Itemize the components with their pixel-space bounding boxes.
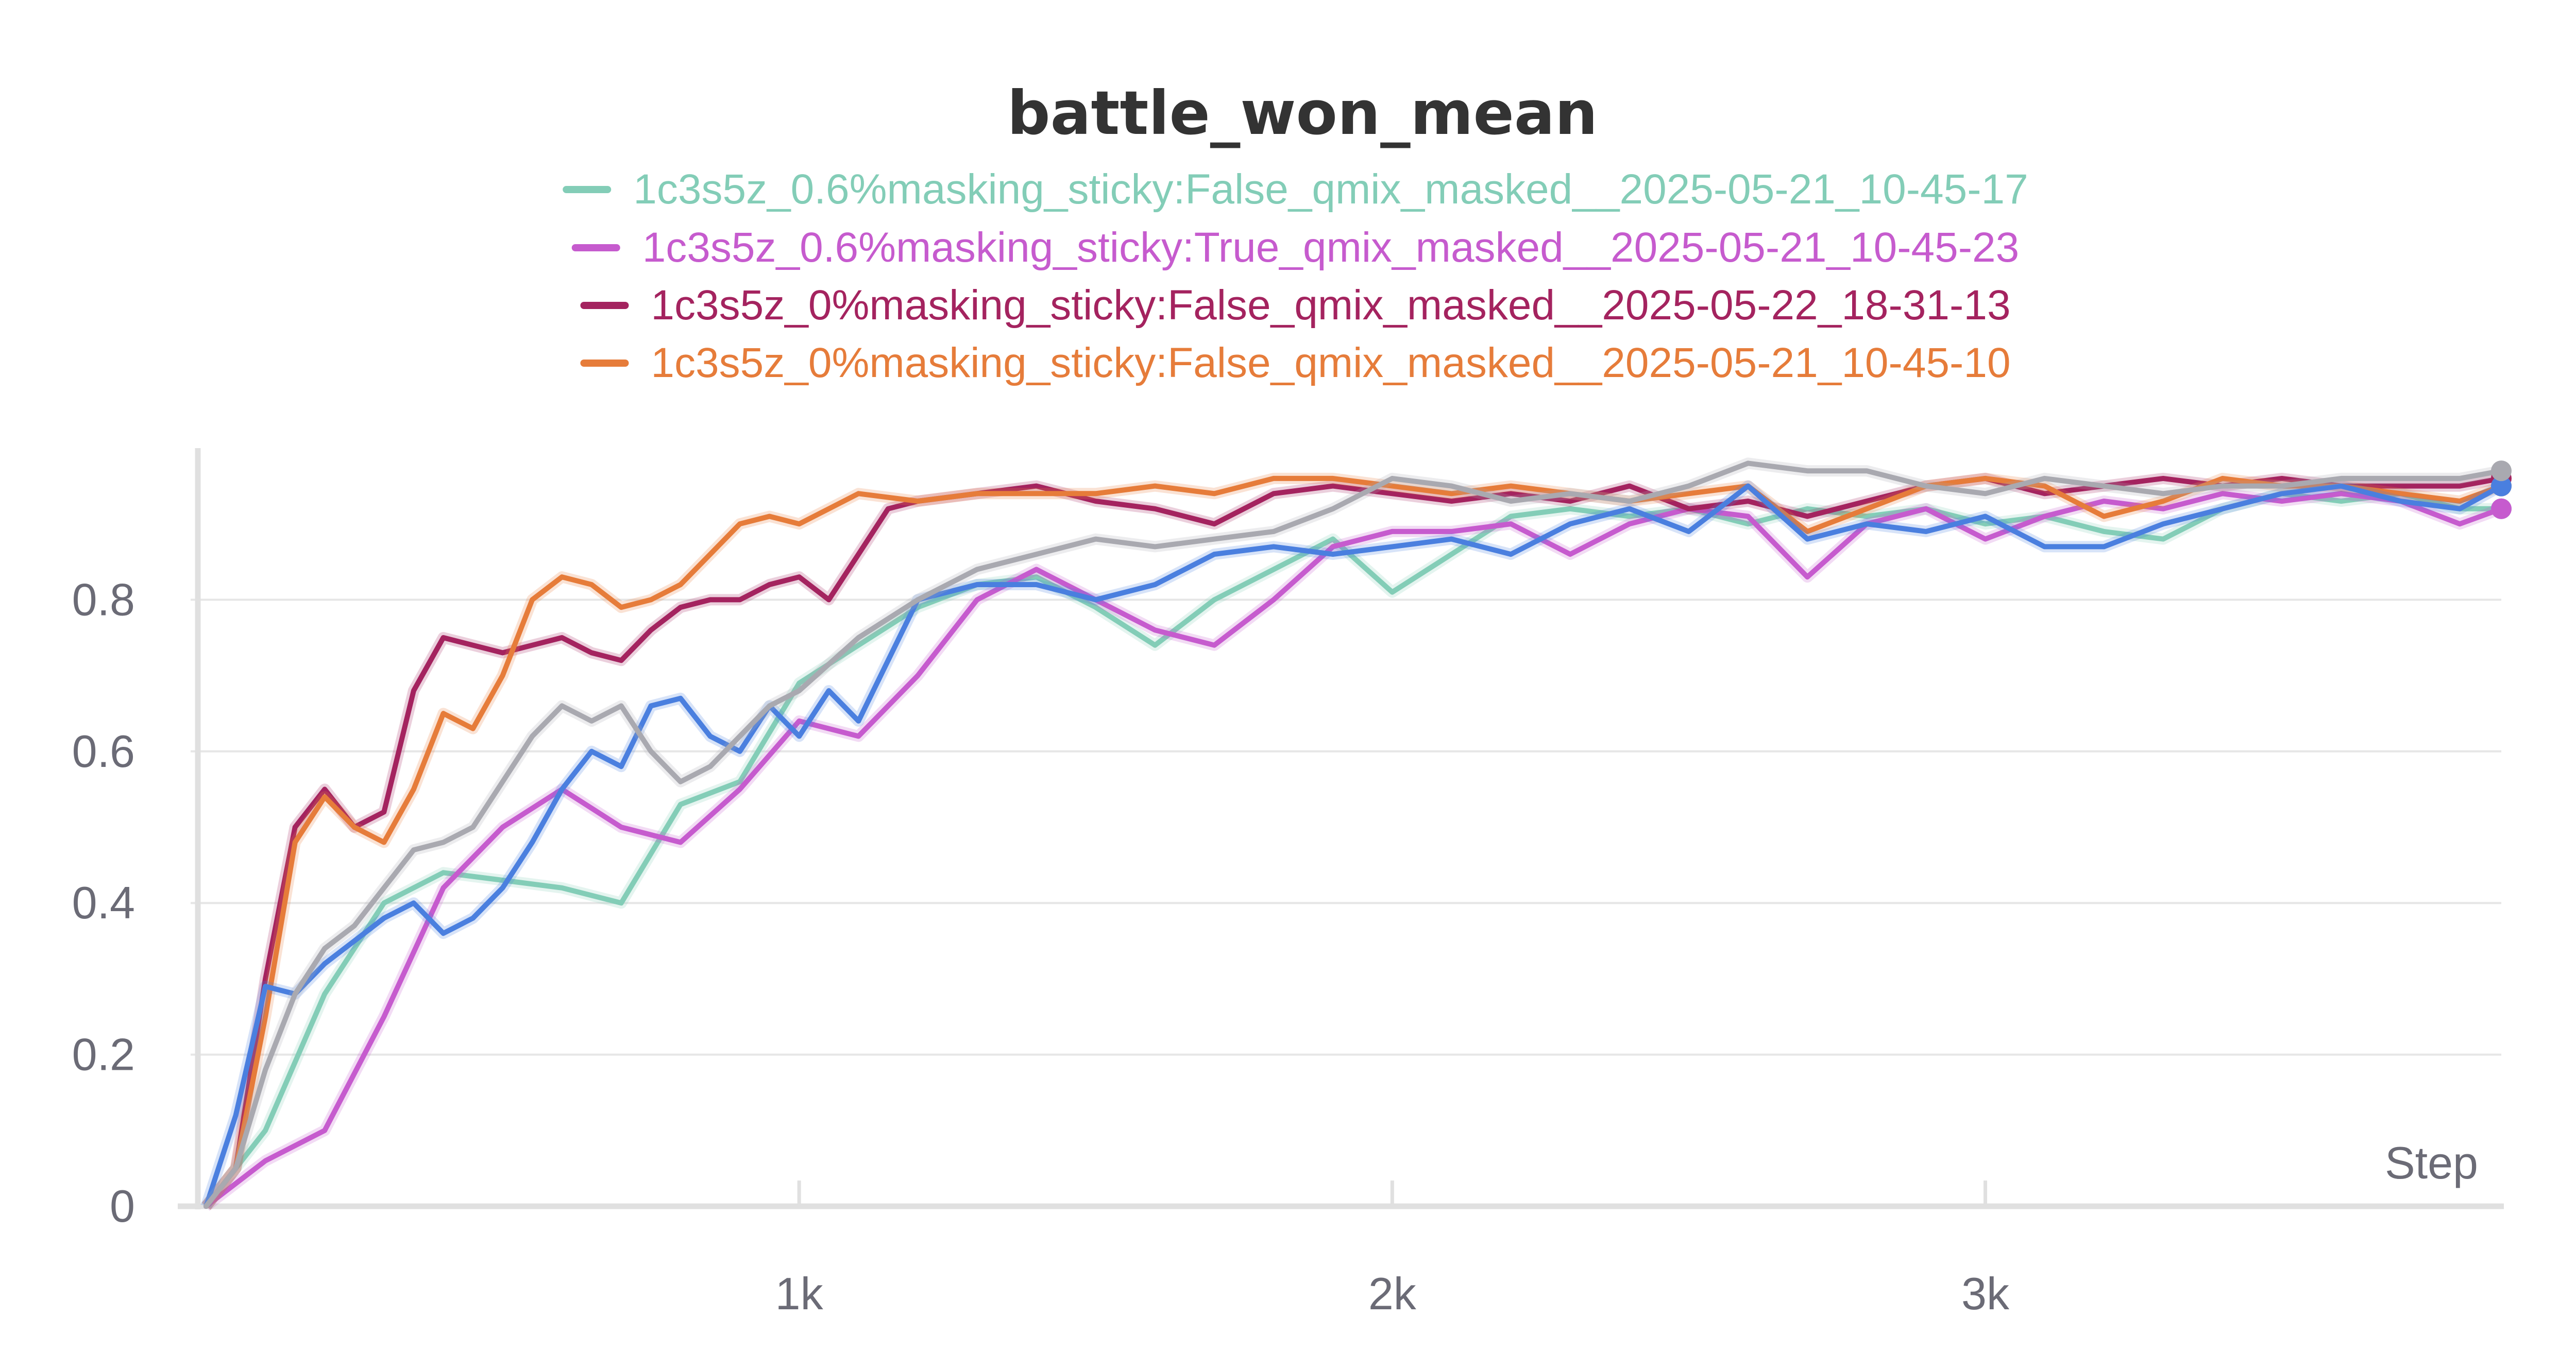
y-tick-label: 0: [110, 1181, 135, 1232]
legend-item-0[interactable]: 1c3s5z_0.6%masking_sticky:False_qmix_mas…: [563, 166, 2028, 213]
legend-label: 1c3s5z_0%masking_sticky:False_qmix_maske…: [651, 282, 2010, 329]
x-tick-label: 3k: [1961, 1268, 2010, 1319]
legend-label: 1c3s5z_0.6%masking_sticky:False_qmix_mas…: [633, 166, 2028, 213]
series-halo-5: [201, 457, 2502, 1210]
series-line-5: [204, 460, 2504, 1209]
legend-label: 1c3s5z_0.6%masking_sticky:True_qmix_mask…: [642, 224, 2020, 271]
x-axis-label: Step: [2385, 1137, 2478, 1188]
chart-title: battle_won_mean: [1007, 78, 1598, 148]
series-endpoint-5: [2491, 460, 2512, 482]
legend-item-2[interactable]: 1c3s5z_0%masking_sticky:False_qmix_maske…: [580, 282, 2011, 329]
legend-label: 1c3s5z_0%masking_sticky:False_qmix_maske…: [651, 339, 2010, 386]
series-endpoint-1: [2491, 498, 2512, 519]
y-tick-label: 0.4: [72, 877, 135, 928]
legend-item-3[interactable]: 1c3s5z_0%masking_sticky:False_qmix_maske…: [580, 339, 2011, 386]
legend-item-1[interactable]: 1c3s5z_0.6%masking_sticky:True_qmix_mask…: [571, 224, 2020, 271]
x-tick-label: 1k: [775, 1268, 824, 1319]
series-line-4: [204, 483, 2504, 1209]
x-axis-ticks: 1k 2k 3k: [775, 1181, 2010, 1319]
x-tick-label: 2k: [1368, 1268, 1417, 1319]
series-endpoints: [2491, 460, 2512, 519]
y-tick-label: 0.6: [72, 726, 135, 777]
y-tick-label: 0.8: [72, 574, 135, 625]
gridlines: [191, 598, 2501, 1056]
series-line-3: [204, 475, 2504, 1209]
series-group: [200, 457, 2504, 1211]
series-line-1: [204, 491, 2504, 1209]
y-tick-label: 0.2: [72, 1029, 135, 1080]
legend: 1c3s5z_0.6%masking_sticky:False_qmix_mas…: [563, 166, 2028, 386]
y-axis-ticks: 0 0.2 0.4 0.6 0.8: [72, 574, 135, 1232]
series-endpoint-4: [2491, 475, 2512, 497]
series-halo-4: [200, 480, 2504, 1208]
